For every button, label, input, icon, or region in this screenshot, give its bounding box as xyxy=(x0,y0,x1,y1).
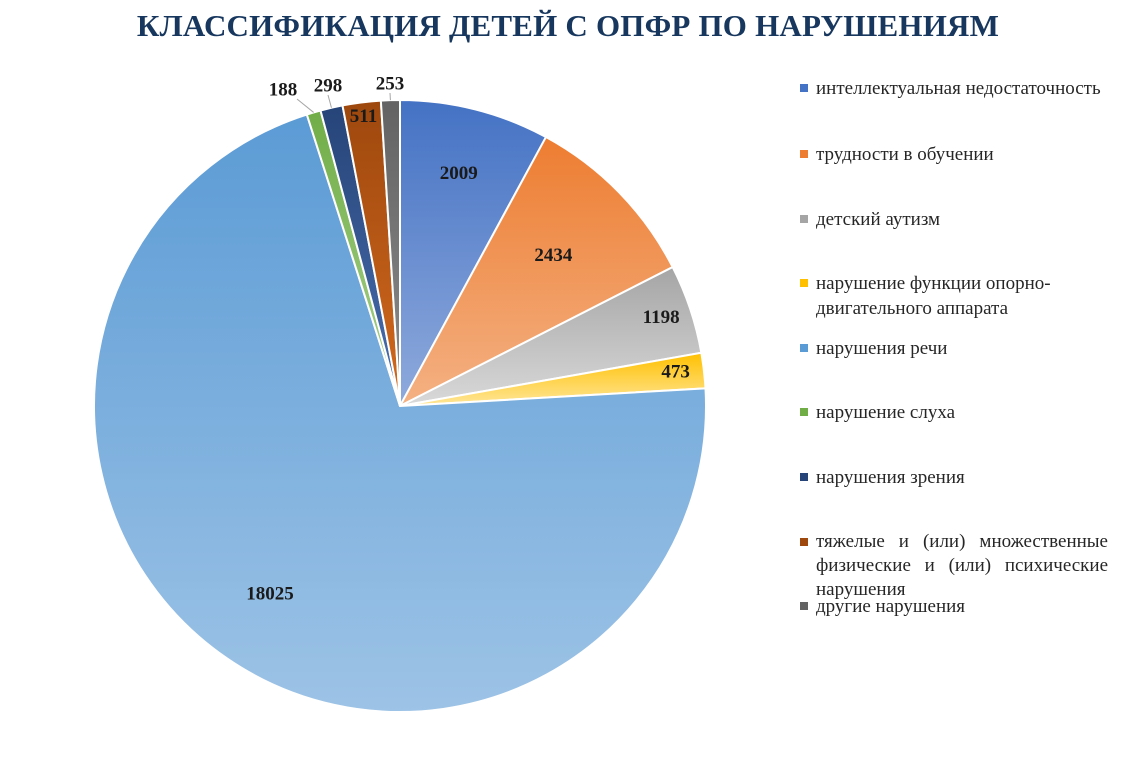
legend-swatch-6 xyxy=(800,408,808,416)
data-label-1: 2009 xyxy=(440,163,478,184)
data-label-7: 298 xyxy=(314,75,343,96)
legend-label-8: тяжелые и (или) множественные физические… xyxy=(816,531,1108,600)
legend-item-2: трудности в обучении xyxy=(800,142,1130,167)
legend-item-1: интеллектуальная недостаточность xyxy=(800,76,1130,101)
legend: интеллектуальная недостаточность труднос… xyxy=(800,0,1130,768)
legend-label-4: нарушение функции опорно-двигательного а… xyxy=(816,273,1051,319)
data-label-2: 2434 xyxy=(534,245,573,266)
legend-swatch-3 xyxy=(800,215,808,223)
data-label-4: 473 xyxy=(661,362,690,383)
chart-title: КЛАССИФИКАЦИЯ ДЕТЕЙ С ОПФР ПО НАРУШЕНИЯМ xyxy=(136,8,1000,43)
legend-label-9: другие нарушения xyxy=(816,596,966,617)
legend-label-7: нарушения зрения xyxy=(816,467,965,488)
legend-swatch-8 xyxy=(800,538,808,546)
legend-swatch-7 xyxy=(800,473,808,481)
pie-slice-5 xyxy=(93,113,707,713)
legend-swatch-1 xyxy=(800,84,808,92)
legend-label-2: трудности в обучении xyxy=(816,144,994,165)
legend-item-6: нарушение слуха xyxy=(800,400,1130,425)
data-label-8: 511 xyxy=(350,106,377,127)
legend-item-4: нарушение функции опорно-двигательного а… xyxy=(800,271,1090,321)
legend-item-3: детский аутизм xyxy=(800,207,1130,232)
pie-slice-2 xyxy=(397,135,674,409)
data-label-3: 1198 xyxy=(643,307,680,328)
data-label-9: 253 xyxy=(376,73,405,94)
leader-line-7 xyxy=(327,94,332,108)
legend-item-7: нарушения зрения xyxy=(800,465,1130,490)
legend-swatch-5 xyxy=(800,344,808,352)
legend-item-9: другие нарушения xyxy=(800,594,1130,619)
legend-swatch-9 xyxy=(800,602,808,610)
legend-label-6: нарушение слуха xyxy=(816,402,956,423)
legend-swatch-4 xyxy=(800,279,808,287)
pie-slice-1 xyxy=(399,98,548,407)
legend-label-3: детский аутизм xyxy=(816,209,941,230)
legend-item-8: тяжелые и (или) множественные физические… xyxy=(800,530,1108,602)
data-label-6: 188 xyxy=(269,79,298,100)
leader-line-6 xyxy=(296,98,314,113)
legend-label-1: интеллектуальная недостаточность xyxy=(816,78,1101,99)
legend-item-5: нарушения речи xyxy=(800,336,1130,361)
legend-swatch-2 xyxy=(800,150,808,158)
data-label-5: 18025 xyxy=(246,584,294,605)
pie-chart: 2009 2434 1198 473 18025 188 298 511 253 xyxy=(93,73,707,713)
pie-slice-9 xyxy=(379,98,401,407)
legend-label-5: нарушения речи xyxy=(816,338,948,359)
